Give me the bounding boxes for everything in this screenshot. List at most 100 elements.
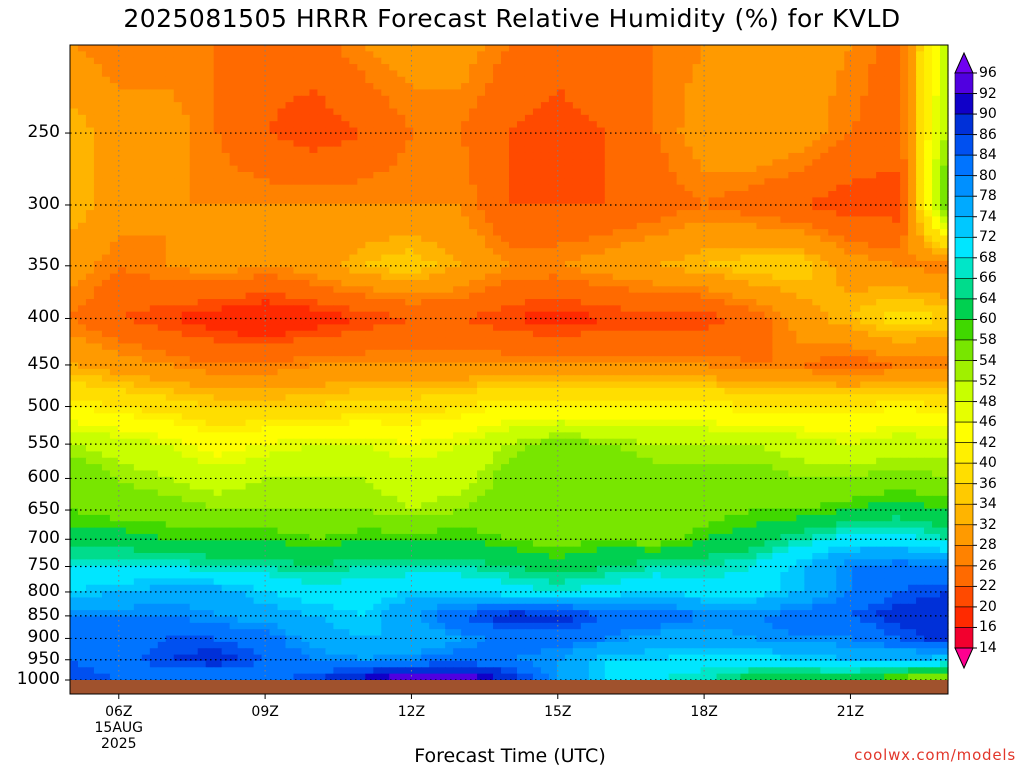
heat-cell [205,235,215,243]
heat-cell [852,241,861,249]
heat-cell [732,165,742,173]
chart-title: 2025081505 HRRR Forecast Relative Humidi… [123,4,901,33]
heat-cell [716,254,726,262]
heat-cell [349,140,358,148]
heat-cell [221,70,231,78]
heat-cell [157,191,167,198]
heat-cell [181,83,191,91]
heat-cell [189,235,199,243]
heat-cell [732,159,742,167]
heat-cell [173,76,183,84]
heat-cell [524,140,534,148]
heat-cell [548,210,558,218]
heat-cell [740,248,750,256]
heat-cell [620,152,630,160]
heat-cell [876,241,885,249]
heat-cell [716,292,726,300]
heat-cell [684,324,694,332]
heat-cell [301,197,311,205]
heat-cell [213,45,223,52]
heat-cell [421,108,430,116]
heat-cell [70,241,79,249]
heat-cell [341,114,350,122]
heat-cell [141,197,151,205]
heat-cell [644,121,654,129]
heat-cell [804,197,813,205]
heat-cell [477,292,486,300]
heat-cell [908,146,917,154]
heat-cell [453,95,462,103]
heat-cell [692,114,702,122]
heat-cell [740,45,750,52]
heat-cell [317,70,327,78]
heat-cell [740,203,750,211]
heat-cell [516,133,526,141]
heat-cell [197,299,207,306]
heat-cell [588,286,598,294]
heat-cell [724,260,734,268]
heat-cell [892,70,901,78]
heat-cell [716,311,726,319]
heat-cell [676,89,686,97]
heat-cell [101,133,111,141]
heat-cell [461,57,470,65]
heat-cell [796,152,805,160]
heat-cell [644,70,654,78]
heat-cell [477,121,486,129]
heat-cell [245,165,255,173]
heat-cell [780,210,789,218]
heat-cell [868,197,877,205]
heat-cell [668,292,678,300]
heat-cell [165,121,175,129]
heat-cell [293,267,303,275]
heat-cell [572,64,582,71]
heat-cell [660,165,670,173]
heat-cell [700,108,710,116]
heat-cell [181,184,191,192]
heat-cell [469,76,478,84]
heat-cell [333,210,342,218]
heat-cell [924,222,933,230]
heat-cell [612,114,622,122]
heat-cell [652,108,662,116]
heat-cell [876,102,885,110]
heat-cell [413,273,422,281]
heat-cell [892,64,901,71]
heat-cell [548,324,558,332]
heat-cell [748,292,758,300]
heat-cell [788,178,797,186]
heat-cell [836,254,845,262]
heat-cell [181,229,191,237]
heat-cell [692,95,702,103]
heat-cell [660,210,670,218]
heat-cell [836,178,845,186]
heat-cell [772,89,781,97]
heat-cell [644,178,654,186]
heat-cell [325,45,334,52]
heat-cell [133,102,143,110]
heat-cell [141,152,151,160]
heat-cell [261,114,271,122]
heat-cell [245,222,255,230]
heat-cell [477,114,486,122]
heat-cell [532,57,542,65]
heat-cell [373,102,382,110]
heat-cell [796,318,805,325]
heat-cell [860,83,869,91]
heat-cell [724,254,734,262]
heat-cell [509,260,518,268]
heat-cell [357,89,366,97]
heat-cell [780,305,789,313]
heat-cell [740,292,750,300]
heat-cell [516,70,526,78]
heat-cell [213,51,223,59]
heat-cell [684,57,694,65]
heat-cell [445,260,454,268]
heat-cell [828,152,837,160]
heat-cell [221,267,231,275]
heat-cell [748,184,758,192]
heat-cell [341,267,350,275]
heat-cell [516,89,526,97]
heat-cell [357,76,366,84]
heat-cell [117,95,127,103]
